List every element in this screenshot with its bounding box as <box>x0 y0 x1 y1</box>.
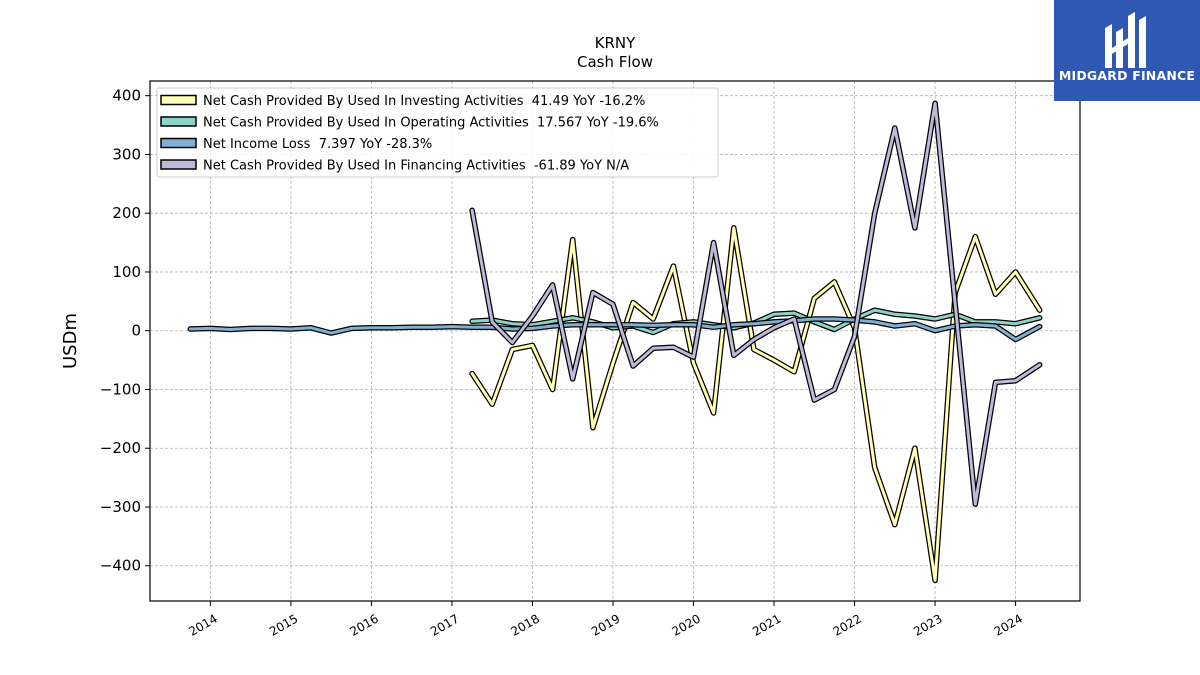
y-axis-label: USDm <box>60 313 81 369</box>
legend-label: Net Cash Provided By Used In Investing A… <box>203 94 645 109</box>
series-line <box>187 316 1043 343</box>
midgard-finance-logo: MIDGARD FINANCE <box>1054 0 1200 101</box>
x-tick-label: 2018 <box>509 611 542 638</box>
x-tick-label: 2019 <box>589 611 622 638</box>
series-line <box>469 100 1043 507</box>
y-tick-label: 200 <box>112 204 141 222</box>
y-tick-label: −400 <box>100 557 141 575</box>
y-tick-label: 300 <box>112 145 141 163</box>
plot-area <box>187 100 1043 584</box>
y-tick-label: 0 <box>131 322 141 340</box>
plot-frame <box>149 80 1081 602</box>
y-tick-label: −200 <box>100 439 141 457</box>
x-tick-label: 2020 <box>670 611 703 638</box>
x-tick-label: 2021 <box>750 611 783 638</box>
y-tick-label: 400 <box>112 87 141 105</box>
y-tick-label: −300 <box>100 498 141 516</box>
legend-box <box>156 87 719 178</box>
series-stroke <box>470 101 1042 506</box>
series-stroke <box>188 317 1042 341</box>
x-tick-label: 2016 <box>347 611 380 638</box>
legend-swatch <box>160 116 197 127</box>
legend: Net Cash Provided By Used In Investing A… <box>156 87 719 178</box>
midgard-monogram-icon <box>1105 12 1146 68</box>
x-tick-label: 2024 <box>992 611 1025 638</box>
legend-label: Net Cash Provided By Used In Operating A… <box>203 116 659 131</box>
series-line <box>469 225 1043 584</box>
y-tick-label: −100 <box>100 380 141 398</box>
series-stroke <box>470 226 1042 582</box>
x-tick-label: 2022 <box>831 611 864 638</box>
chart-subtitle: Cash Flow <box>577 53 653 71</box>
x-tick-label: 2023 <box>911 611 944 638</box>
x-tick-label: 2014 <box>186 611 219 638</box>
y-tick-label: 100 <box>112 263 141 281</box>
legend-swatch <box>160 137 197 149</box>
legend-swatch <box>160 159 197 170</box>
legend-label: Net Income Loss 7.397 YoY -28.3% <box>203 137 432 152</box>
x-tick-label: 2017 <box>428 611 461 638</box>
x-tick-label: 2015 <box>267 611 300 638</box>
legend-label: Net Cash Provided By Used In Financing A… <box>203 159 629 174</box>
chart-title: KRNY <box>595 34 636 52</box>
logo-text: MIDGARD FINANCE <box>1058 68 1196 83</box>
legend-swatch <box>160 94 197 106</box>
